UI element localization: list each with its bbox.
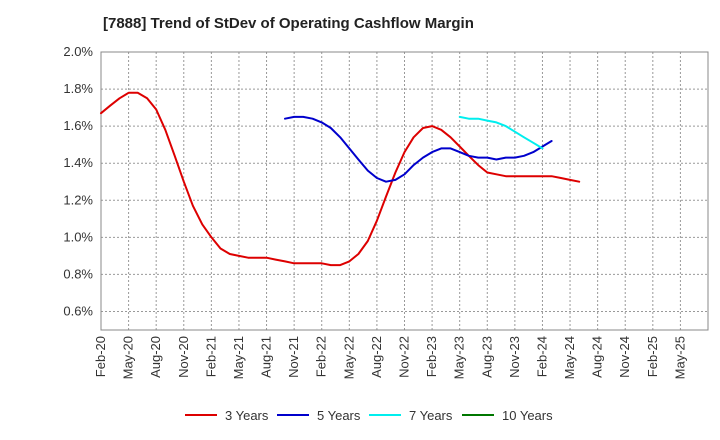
x-tick-label: May-22	[341, 336, 356, 379]
plot-frame	[100, 51, 709, 331]
x-tick-label: Feb-23	[424, 336, 439, 377]
series-line-7-years	[458, 115, 544, 150]
legend-label: 3 Years	[225, 408, 269, 423]
x-tick-label: Feb-21	[203, 336, 218, 377]
chart-title: [7888] Trend of StDev of Operating Cashf…	[103, 15, 474, 32]
x-tick-label: Aug-22	[369, 336, 384, 378]
x-tick-label: May-24	[562, 336, 577, 379]
x-tick-label: Feb-25	[645, 336, 660, 377]
legend-label: 5 Years	[317, 408, 361, 423]
x-tick-label: Aug-21	[259, 336, 274, 378]
x-tick-label: May-25	[672, 336, 687, 379]
x-tick-label: Feb-24	[534, 336, 549, 377]
legend-label: 7 Years	[409, 408, 453, 423]
legend-label: 10 Years	[502, 408, 553, 423]
y-tick-label: 1.4%	[63, 155, 93, 170]
y-tick-label: 2.0%	[63, 44, 93, 59]
x-tick-label: Feb-20	[93, 336, 108, 377]
x-tick-label: Aug-23	[479, 336, 494, 378]
y-tick-label: 1.0%	[63, 229, 93, 244]
x-tick-label: Feb-22	[314, 336, 329, 377]
x-tick-label: May-23	[452, 336, 467, 379]
y-tick-label: 0.6%	[63, 303, 93, 318]
x-tick-label: May-20	[121, 336, 136, 379]
x-tick-label: Aug-24	[590, 336, 605, 378]
y-tick-label: 1.2%	[63, 192, 93, 207]
series-line-3-years	[100, 91, 581, 267]
x-tick-label: Nov-21	[286, 336, 301, 378]
x-tick-label: Nov-24	[617, 336, 632, 378]
x-tick-label: Nov-20	[176, 336, 191, 378]
series-line-5-years	[284, 115, 553, 183]
x-tick-label: Nov-23	[507, 336, 522, 378]
y-tick-label: 1.6%	[63, 118, 93, 133]
x-tick-label: Aug-20	[148, 336, 163, 378]
y-tick-label: 0.8%	[63, 266, 93, 281]
y-tick-label: 1.8%	[63, 81, 93, 96]
x-tick-label: May-21	[231, 336, 246, 379]
x-tick-label: Nov-22	[397, 336, 412, 378]
